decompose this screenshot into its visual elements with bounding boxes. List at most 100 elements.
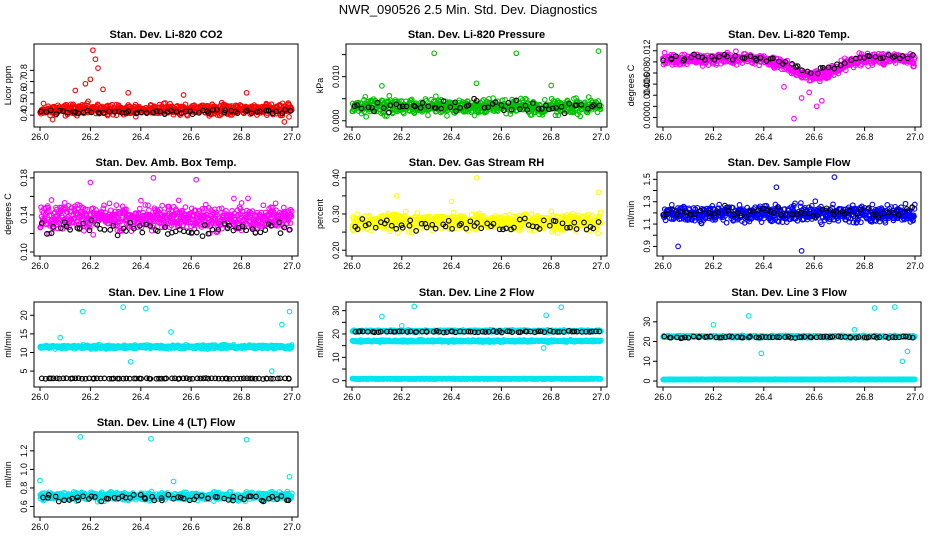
- data-point: [406, 222, 413, 229]
- data-point: [767, 208, 774, 215]
- data-points: [660, 174, 918, 254]
- data-point: [904, 55, 911, 62]
- data-point: [474, 220, 480, 226]
- data-point: [516, 216, 523, 223]
- data-point: [38, 108, 44, 115]
- data-point: [279, 100, 286, 107]
- data-point: [473, 97, 480, 104]
- data-point: [909, 204, 916, 210]
- data-point: [910, 52, 916, 58]
- x-tick-label: 26.0: [343, 261, 361, 271]
- y-axis-label: kPa: [315, 78, 325, 94]
- data-point: [508, 106, 515, 113]
- data-point: [798, 200, 804, 206]
- plot-frame: [33, 171, 299, 257]
- data-point: [675, 243, 681, 250]
- data-point: [458, 220, 464, 227]
- data-point: [566, 100, 573, 107]
- chart-title: Stan. Dev. Line 1 Flow: [108, 287, 224, 299]
- data-point: [393, 225, 400, 232]
- data-point: [107, 227, 114, 233]
- data-point: [216, 206, 222, 212]
- data-point: [724, 53, 730, 60]
- data-point: [123, 206, 129, 213]
- data-point: [540, 217, 547, 224]
- data-point: [287, 220, 294, 226]
- data-point: [150, 222, 157, 229]
- data-point: [414, 210, 421, 216]
- data-point: [288, 344, 295, 351]
- data-point: [503, 215, 510, 222]
- y-tick-label: 1.1: [642, 218, 652, 231]
- y-tick-label: 0.9: [642, 240, 652, 253]
- data-point: [681, 56, 688, 62]
- data-point: [468, 211, 475, 218]
- data-point: [176, 223, 183, 230]
- data-point: [408, 96, 415, 103]
- data-point: [827, 207, 834, 213]
- data-point: [86, 227, 93, 234]
- data-point: [911, 63, 917, 70]
- data-point: [677, 61, 684, 68]
- data-point: [125, 108, 132, 115]
- data-point: [53, 111, 60, 117]
- data-point: [286, 226, 293, 233]
- data-point: [106, 108, 112, 115]
- data-point: [75, 375, 82, 382]
- data-point: [379, 83, 385, 89]
- data-point: [753, 57, 760, 64]
- data-point: [64, 109, 71, 116]
- data-point: [858, 219, 864, 226]
- x-tick-label: 26.4: [132, 392, 150, 402]
- data-point: [159, 202, 166, 209]
- data-point: [256, 108, 263, 115]
- data-point: [467, 218, 474, 225]
- x-tick-label: 26.2: [705, 261, 723, 271]
- x-tick-label: 26.0: [31, 392, 49, 402]
- data-point: [354, 102, 360, 108]
- y-tick-label: 0.14: [19, 206, 29, 224]
- data-point: [881, 210, 887, 217]
- data-point: [403, 103, 410, 110]
- data-point: [257, 229, 264, 236]
- data-point: [492, 99, 499, 106]
- data-point: [769, 55, 776, 62]
- data-point: [56, 375, 63, 382]
- data-point: [473, 80, 480, 87]
- data-point: [553, 105, 559, 111]
- data-point: [522, 215, 528, 222]
- data-point: [405, 229, 412, 235]
- data-point: [168, 108, 174, 114]
- x-tick-label: 26.4: [132, 132, 150, 142]
- data-point: [188, 223, 194, 230]
- x-tick-label: 26.2: [393, 132, 411, 142]
- data-point: [725, 208, 732, 214]
- data-point: [485, 104, 491, 111]
- data-point: [281, 119, 288, 125]
- data-point: [48, 375, 54, 382]
- data-point: [899, 53, 906, 59]
- data-point: [782, 212, 789, 218]
- data-points: [37, 47, 295, 125]
- y-tick-label: 0.30: [331, 205, 341, 223]
- data-point: [113, 202, 120, 208]
- data-point: [254, 109, 260, 115]
- y-tick-label: 0.18: [19, 169, 29, 187]
- data-point: [365, 104, 372, 111]
- data-point: [814, 70, 821, 77]
- data-point: [877, 55, 884, 62]
- data-point: [393, 193, 400, 199]
- data-point: [116, 108, 123, 115]
- data-point: [125, 215, 132, 221]
- data-point: [67, 226, 73, 233]
- data-point: [76, 225, 83, 231]
- data-point: [42, 375, 49, 382]
- y-tick-label: 0.5: [19, 98, 29, 111]
- data-point: [595, 219, 602, 225]
- y-tick-label: 1.5: [642, 173, 652, 186]
- data-point: [807, 70, 814, 76]
